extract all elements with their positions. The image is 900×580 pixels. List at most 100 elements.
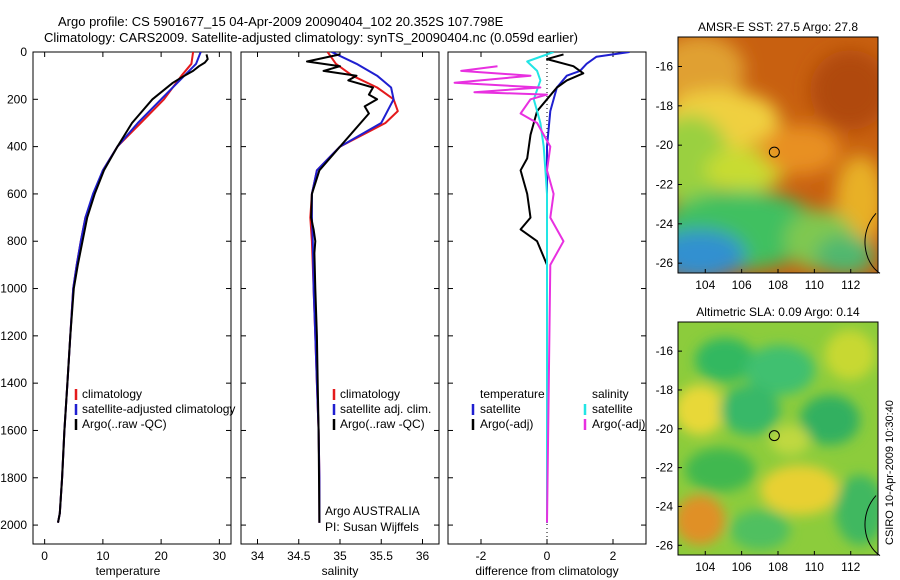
map-x-tick-label: 108 <box>768 560 788 574</box>
sst-map-panel: AMSR-E SST: 27.5 Argo: 27.8 104 106 108 110… <box>656 20 881 292</box>
difference-panel: -2 0 2 temperaturesatelliteArgo(-adj)salin… <box>447 51 647 578</box>
sla-map-title: Altimetric SLA: 0.09 Argo: 0.14 <box>696 305 860 319</box>
salinity-axes-frame <box>240 51 440 545</box>
sla-map-ticks: 104 106 108 110 112 -16 -18 -20 -22 -24 -26 <box>656 344 881 574</box>
y-tick-label: 1800 <box>0 471 27 485</box>
map-x-tick-label: 104 <box>695 560 715 574</box>
series-line-satellite-adj-clim <box>310 52 395 523</box>
map-y-tick-label: -22 <box>656 461 674 475</box>
legend-label: Argo(-adj) <box>592 417 645 431</box>
legend-label: satellite <box>480 402 521 416</box>
y-tick-label: 1200 <box>0 329 27 343</box>
sla-float-marker <box>768 430 780 442</box>
difference-xlabel: difference from climatology <box>475 564 618 578</box>
y-tick-label: 600 <box>7 187 27 201</box>
x-tick-label: -2 <box>476 549 487 563</box>
map-x-tick-label: 112 <box>841 560 860 574</box>
sla-map-field <box>678 322 878 555</box>
map-x-tick-label: 110 <box>805 560 824 574</box>
x-tick-label: 2 <box>610 549 617 563</box>
salinity-ticks: 34 34.5 35 35.5 36 <box>241 51 439 563</box>
y-tick-label: 1600 <box>0 423 27 437</box>
map-y-tick-label: -16 <box>656 60 674 74</box>
coastline <box>864 495 881 557</box>
map-x-tick-label: 104 <box>695 278 715 292</box>
sst-map-ticks: 104 106 108 110 112 -16 -18 -20 -22 -24 -26 <box>656 60 881 292</box>
map-y-tick-label: -24 <box>656 499 674 513</box>
legend-label: satellite <box>592 402 633 416</box>
sst-map-title: AMSR-E SST: 27.5 Argo: 27.8 <box>698 20 858 34</box>
map-x-tick-label: 108 <box>768 278 788 292</box>
difference-legend: temperaturesatelliteArgo(-adj)salinitysa… <box>471 387 645 431</box>
map-y-tick-label: -18 <box>656 99 674 113</box>
difference-lines <box>453 52 630 544</box>
legend-label: Argo(..raw -QC) <box>82 417 167 431</box>
salinity-annotation-pi: PI: Susan Wijffels <box>325 520 419 534</box>
legend-heading: salinity <box>592 387 629 401</box>
figure-title-line2: Climatology: CARS2009. Satellite-adjuste… <box>44 30 578 45</box>
y-tick-label: 800 <box>7 234 27 248</box>
legend-label: satellite-adjusted climatology <box>82 402 235 416</box>
legend-label: satellite adj. clim. <box>340 402 431 416</box>
x-tick-label: 20 <box>154 549 168 563</box>
sst-float-marker <box>768 146 780 158</box>
series-line-satellite-adjusted-climatology <box>57 52 202 523</box>
legend-label: Argo(-adj) <box>480 417 533 431</box>
x-tick-label: 30 <box>213 549 227 563</box>
map-x-tick-label: 106 <box>732 560 752 574</box>
map-y-tick-label: -20 <box>656 138 674 152</box>
map-y-tick-label: -18 <box>656 383 674 397</box>
legend-label: climatology <box>340 387 400 401</box>
x-tick-label: 34 <box>251 549 265 563</box>
legend-label: Argo(..raw -QC) <box>340 417 425 431</box>
y-tick-label: 0 <box>20 45 27 59</box>
x-tick-label: 35 <box>333 549 347 563</box>
y-tick-label: 200 <box>7 92 27 106</box>
figure-title-line1: Argo profile: CS 5901677_15 04-Apr-2009 … <box>58 14 504 29</box>
temperature-xlabel: temperature <box>96 564 161 578</box>
sst-map-field <box>678 37 878 273</box>
sla-map-panel: Altimetric SLA: 0.09 Argo: 0.14 104 106 10… <box>656 305 881 574</box>
series-line-argo-raw-qc <box>57 54 209 523</box>
y-tick-label: 1400 <box>0 376 27 390</box>
map-y-tick-label: -26 <box>656 256 674 270</box>
x-tick-label: 34.5 <box>287 549 311 563</box>
map-y-tick-label: -26 <box>656 538 674 552</box>
series-line-climatology <box>57 52 195 523</box>
temperature-panel: 0 10 20 30 0 200 400 600 800 1000 1200 1400 1600 1800… <box>0 45 235 578</box>
temperature-lines <box>57 52 209 523</box>
series-line-sal-argo <box>453 65 565 523</box>
x-tick-label: 0 <box>41 549 48 563</box>
map-x-tick-label: 112 <box>841 278 860 292</box>
y-tick-label: 1000 <box>0 282 27 296</box>
legend-heading: temperature <box>480 387 545 401</box>
map-y-tick-label: -20 <box>656 422 674 436</box>
map-y-tick-label: -22 <box>656 178 674 192</box>
y-tick-label: 2000 <box>0 518 27 532</box>
map-y-tick-label: -16 <box>656 344 674 358</box>
series-line-temp-satellite <box>546 52 630 523</box>
map-y-tick-label: -24 <box>656 217 674 231</box>
map-x-tick-label: 106 <box>732 278 752 292</box>
side-label: CSIRO 10-Apr-2009 10:30:40 <box>884 400 896 545</box>
x-tick-label: 0 <box>544 549 551 563</box>
legend-label: climatology <box>82 387 142 401</box>
x-tick-label: 10 <box>96 549 110 563</box>
salinity-xlabel: salinity <box>322 564 359 578</box>
salinity-lines <box>306 52 399 523</box>
temperature-ticks: 0 10 20 30 0 200 400 600 800 1000 1200 1400 1600 1800… <box>0 45 231 563</box>
series-line-temp-argo <box>519 53 585 523</box>
x-tick-label: 35.5 <box>370 549 394 563</box>
coastline <box>864 212 881 274</box>
series-line-argo-raw-qc <box>306 53 379 523</box>
x-tick-label: 36 <box>416 549 430 563</box>
temperature-axes-frame <box>32 51 232 545</box>
series-line-sal-satellite <box>526 52 554 523</box>
salinity-annotation-institution: Argo AUSTRALIA <box>325 504 420 518</box>
y-tick-label: 400 <box>7 140 27 154</box>
series-line-climatology <box>309 52 399 523</box>
